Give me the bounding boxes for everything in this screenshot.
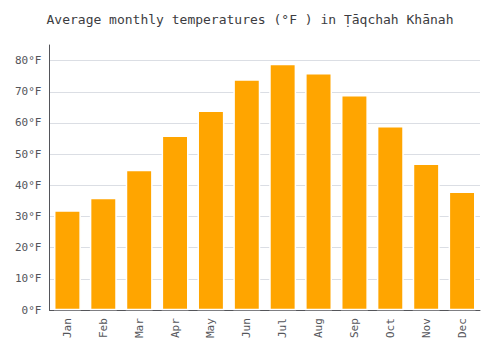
svg-text:70°F: 70°F (15, 85, 42, 98)
svg-text:Nov: Nov (420, 318, 433, 338)
svg-text:Mar: Mar (133, 318, 146, 338)
svg-text:0°F: 0°F (22, 304, 42, 317)
svg-text:Jan: Jan (61, 318, 74, 338)
svg-text:60°F: 60°F (15, 116, 42, 129)
svg-text:Oct: Oct (384, 318, 397, 338)
svg-text:50°F: 50°F (15, 148, 42, 161)
svg-text:Average monthly temperatures (: Average monthly temperatures (°F ) in Ṭā… (47, 12, 454, 27)
svg-text:Feb: Feb (97, 318, 110, 338)
svg-text:Jul: Jul (276, 318, 289, 338)
svg-text:May: May (204, 318, 217, 338)
svg-text:Jun: Jun (240, 318, 253, 338)
svg-text:Dec: Dec (456, 318, 469, 338)
svg-text:80°F: 80°F (15, 54, 42, 67)
svg-text:40°F: 40°F (15, 179, 42, 192)
svg-text:10°F: 10°F (15, 272, 42, 285)
svg-text:Sep: Sep (348, 318, 361, 338)
svg-text:Aug: Aug (312, 318, 325, 338)
svg-text:20°F: 20°F (15, 241, 42, 254)
svg-text:Apr: Apr (169, 318, 182, 338)
svg-text:30°F: 30°F (15, 210, 42, 223)
